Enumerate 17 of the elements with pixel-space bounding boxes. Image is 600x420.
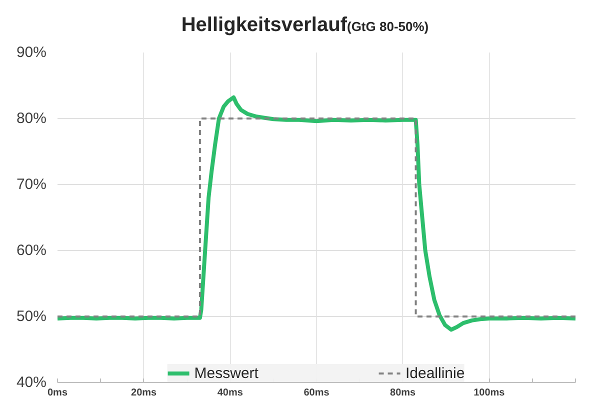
legend-label: Messwert <box>194 364 258 382</box>
legend-label: Ideallinie <box>405 364 465 382</box>
x-tick-label: 60ms <box>304 388 330 398</box>
chart-title: Helligkeitsverlauf <box>181 14 347 36</box>
line-series <box>58 95 576 332</box>
y-tick-label: 60% <box>16 242 47 259</box>
y-tick-label: 40% <box>16 374 47 391</box>
x-tick-label: 0ms <box>47 388 68 398</box>
x-tick-label: 80ms <box>390 388 416 398</box>
y-tick-label: 50% <box>16 308 47 325</box>
chart-subtitle: (GtG 80-50%) <box>346 19 429 34</box>
y-tick-label: 70% <box>16 176 47 193</box>
x-tick-label: 100ms <box>474 388 506 398</box>
x-tick-label: 20ms <box>131 388 158 398</box>
y-tick-label: 80% <box>16 110 47 127</box>
x-tick-label: 40ms <box>217 388 244 398</box>
y-tick-label: 90% <box>16 44 47 61</box>
